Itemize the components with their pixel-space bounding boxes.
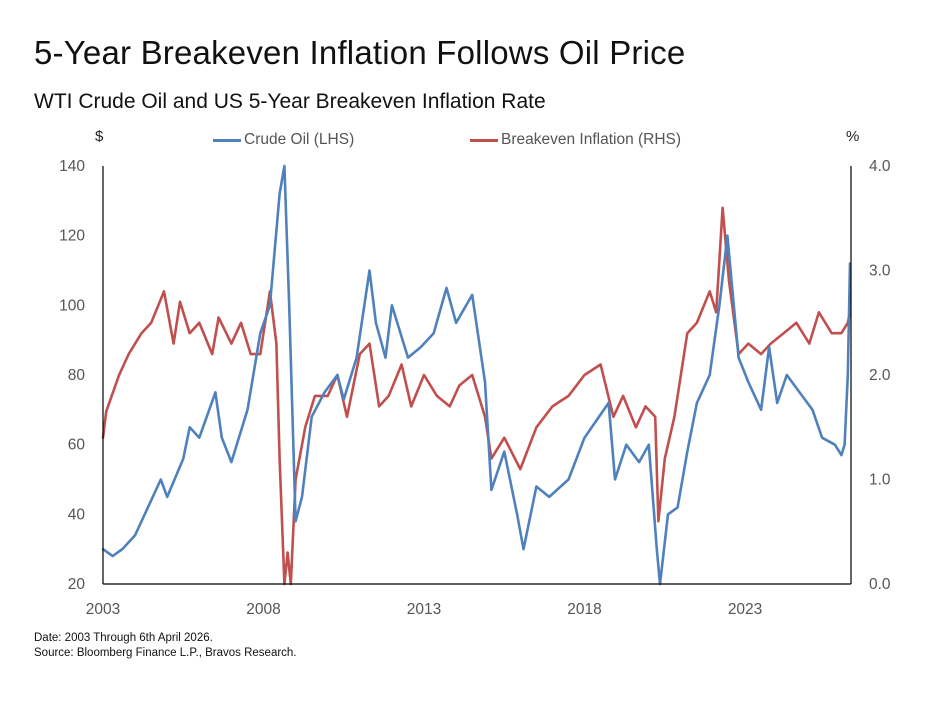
legend-item-oil: Crude Oil (LHS) [213, 131, 354, 149]
legend-item-breakeven: Breakeven Inflation (RHS) [470, 131, 681, 149]
x-tick-label: 2013 [407, 601, 441, 618]
chart-title: 5-Year Breakeven Inflation Follows Oil P… [34, 34, 686, 71]
y-left-tick-label: 40 [68, 506, 86, 523]
series-line-breakeven [101, 206, 852, 586]
y-right-tick-label: 1.0 [869, 472, 891, 489]
y-left-tick-label: 20 [68, 576, 86, 593]
y-left-tick-label: 120 [59, 228, 85, 245]
y-right-tick-label: 4.0 [869, 158, 891, 175]
footer-source: Source: Bloomberg Finance L.P., Bravos R… [34, 647, 297, 659]
x-tick-label: 2018 [567, 601, 601, 618]
left-axis-unit: $ [95, 128, 104, 145]
series-line-oil [101, 164, 852, 586]
y-right-tick-label: 3.0 [869, 263, 891, 280]
chart-footer: Date: 2003 Through 6th April 2026. Sourc… [34, 631, 297, 661]
y-right-tick-label: 0.0 [869, 576, 891, 593]
legend-swatch-oil [213, 138, 241, 142]
x-tick-label: 2008 [246, 601, 280, 618]
legend-label-oil: Crude Oil (LHS) [244, 131, 355, 148]
y-left-tick-label: 60 [68, 437, 86, 454]
y-left-tick-label: 140 [59, 158, 85, 175]
chart-subtitle: WTI Crude Oil and US 5-Year Breakeven In… [34, 90, 546, 113]
y-right-tick-label: 2.0 [869, 367, 891, 384]
legend-swatch-breakeven [470, 138, 498, 142]
right-axis-unit: % [846, 128, 860, 145]
footer-date-note: Date: 2003 Through 6th April 2026. [34, 632, 213, 644]
y-left-tick-label: 100 [59, 297, 85, 314]
x-tick-label: 2003 [86, 601, 120, 618]
x-tick-label: 2023 [728, 601, 762, 618]
legend-label-breakeven: Breakeven Inflation (RHS) [501, 131, 682, 148]
y-left-tick-label: 80 [68, 367, 86, 384]
